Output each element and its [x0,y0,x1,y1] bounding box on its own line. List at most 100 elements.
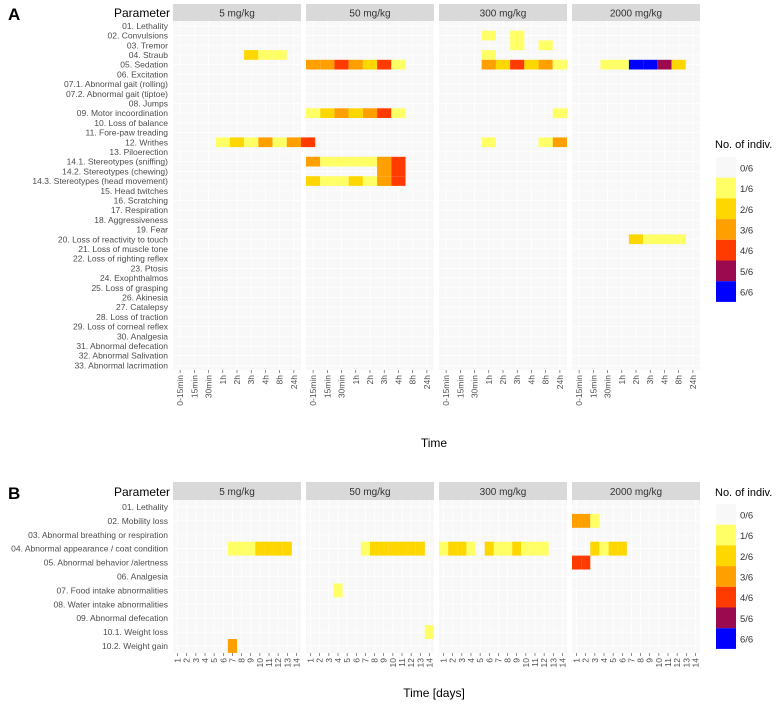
panel-b-legend-label: 5/6 [740,614,753,625]
panel-b-cell [466,541,476,556]
panel-a-row-label: 07.1. Abnormal gait (rolling) [64,79,168,89]
panel-b-cell [617,541,627,556]
panel-a-row-label: 09. Motor incoordination [77,108,168,118]
panel-a-row-label: 25. Loss of grasping [91,283,168,293]
panel-b-legend-label: 3/6 [740,572,753,583]
panel-b-x-tick-label: 2 [581,658,591,663]
panel-a-legend-title: No. of indiv. [715,139,772,151]
panel-a-x-tick-label: 24h [422,375,432,389]
panel-b-cell [370,541,380,556]
panel-b-x-tick-label: 9 [379,658,389,663]
panel-b-cell [273,541,283,556]
panel-a-cell [377,156,392,167]
panel-a-facet-strip [306,4,434,21]
panel-b-cell [360,541,370,556]
panel-a-x-axis-title: Time [421,436,448,450]
panel-a-row-label: 06. Excitation [117,69,168,79]
panel-b-cell [227,541,237,556]
panel-a-row-label: 29. Loss of corneal reflex [73,322,169,332]
panel-b-x-tick-label: 1 [439,658,449,663]
panel-a-row-label: 32. Abnormal Salivation [79,351,169,361]
panel-b-x-tick-label: 4 [466,658,476,663]
panel-a-facet-label: Parameter [114,6,170,20]
panel-b-x-tick-label: 9 [512,658,522,663]
panel-a-cell [334,176,349,186]
panel-b-facet-strip [306,482,434,500]
panel-a-row-label: 07.2. Abnormal gait (tiptoe) [66,89,168,99]
panel-b-row-label: 03. Abnormal breathing or respiration [28,530,168,540]
panel-a-cell [481,30,496,41]
panel-b-x-tick-label: 4 [333,658,343,663]
panel-b-row-label: 04. Abnormal appearance / coat condition [11,544,168,554]
panel-b-x-tick-label: 12 [273,658,283,668]
panel-b-x-tick-label: 13 [548,658,558,668]
panel-b-cell [572,555,582,570]
panel-b-x-tick-label: 12 [672,658,682,668]
panel-b-row-label: 10.1. Weight loss [103,627,168,637]
panel-a-x-tick-label: 2h [498,375,508,385]
panel-a-x-tick-label: 0-15min [441,375,451,406]
panel-a-row-label: 05. Sedation [120,60,168,70]
panel-a-cell [538,59,553,70]
panel-a-cell [362,108,378,118]
panel-a-cell [301,137,316,148]
panel-a-cell [244,50,259,60]
panel-a-cell [481,50,496,60]
panel-a-label: A [8,5,20,24]
panel-b-cell [581,555,591,570]
panel-a-cell [643,59,658,70]
panel-a-cell [306,156,321,167]
panel-a-x-tick-label: 30min [470,375,480,398]
panel-b-x-tick-label: 5 [342,658,352,663]
panel-b-facet-title: 50 mg/kg [349,487,390,498]
panel-b-x-tick-label: 10 [654,658,664,668]
panel-a-x-tick-label: 30min [603,375,613,398]
panel-b-cell [379,541,389,556]
panel-b-x-tick-label: 7 [493,658,503,663]
panel-a-cell [306,59,321,70]
panel-b-cell [539,541,549,556]
panel-a-cell [320,176,335,186]
panel-a-legend-label: 1/6 [740,184,753,195]
panel-a-legend-swatch [716,198,736,220]
panel-b-x-tick-label: 2 [182,658,192,663]
panel-a-x-tick-label: 3h [379,375,389,385]
panel-b-x-tick-label: 13 [282,658,292,668]
panel-a-row-label: 02. Convulsions [108,31,168,41]
panel-a-cell [377,176,392,186]
panel-a-row-label: 03. Tremor [127,40,168,50]
panel-a-cell [334,108,349,118]
panel-a-cell [657,59,672,70]
panel-b-x-tick-label: 14 [690,658,700,668]
panel-b-cell [590,513,600,528]
panel-b-cell [424,625,434,639]
panel-b-x-tick-label: 13 [415,658,425,668]
panel-b-x-tick-label: 3 [324,658,334,663]
panel-b-row-label: 05. Abnormal behavior /alertness [44,558,168,568]
panel-b-cell [503,541,513,556]
panel-a-row-label: 08. Jumps [129,98,168,108]
panel-b-x-tick-label: 1 [572,658,582,663]
panel-b-legend-swatch [716,566,736,587]
panel-a-x-tick-label: 8h [674,375,684,385]
panel-b-cell [590,541,600,556]
panel-a-cell [510,40,525,51]
panel-b-x-tick-label: 2 [448,658,458,663]
panel-a-cell [628,234,644,245]
panel-a-cell [306,176,321,186]
panel-a-row-label: 31. Abnormal defecation [76,341,168,351]
panel-b-x-tick-label: 12 [406,658,416,668]
panel-a-cell [362,156,378,167]
panel-a-cell [244,137,259,148]
panel-b-x-tick-label: 9 [645,658,655,663]
panel-a-cell [538,137,553,148]
panel-b-cell [581,513,591,528]
panel-b-x-tick-label: 7 [626,658,636,663]
panel-a-x-tick-label: 4h [260,375,270,385]
panel-b-cell [457,541,467,556]
panel-b-x-tick-label: 5 [608,658,618,663]
panel-a-x-tick-label: 8h [408,375,418,385]
panel-a-x-tick-label: 15min [455,375,465,398]
panel-a-cell [391,176,406,186]
